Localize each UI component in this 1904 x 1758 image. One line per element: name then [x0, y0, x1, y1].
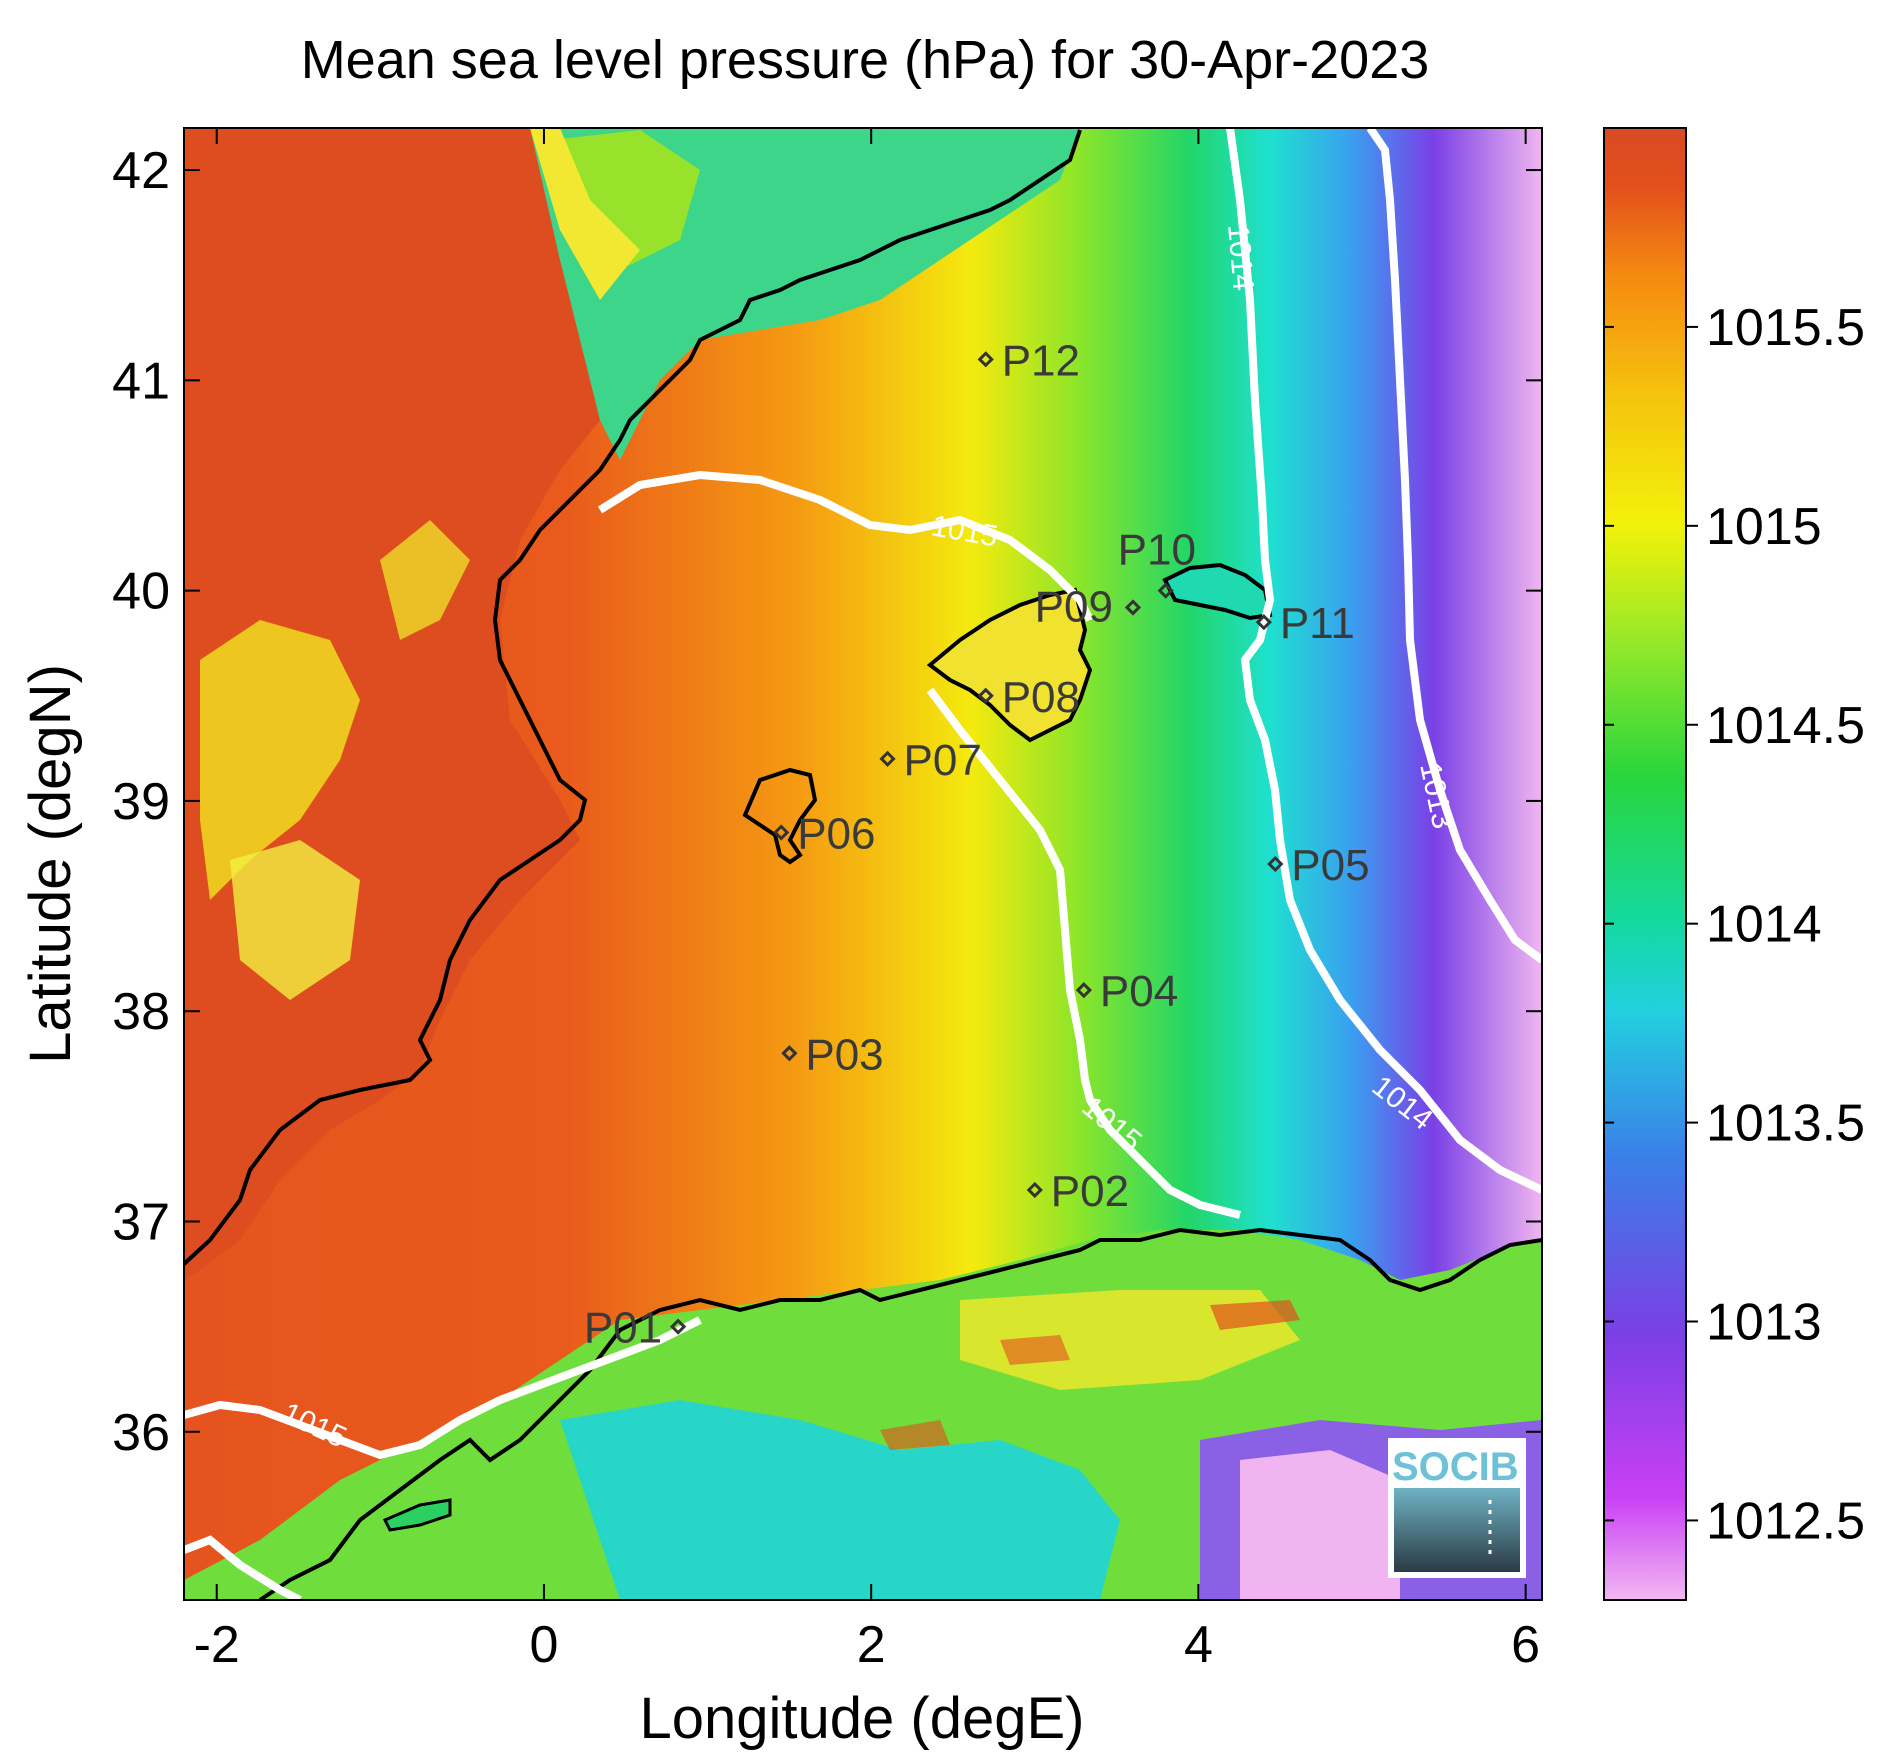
- colorbar-ticks: 1012.5 1013 1013.5 1014 1014.5 1015 1015.5: [1604, 299, 1865, 1550]
- station-marker: [1026, 1181, 1043, 1199]
- colorbar-tick-label: 1013.5: [1706, 1095, 1865, 1153]
- colorbar-tick-label: 1013: [1706, 1294, 1822, 1352]
- y-tick-label: 40: [112, 563, 170, 621]
- station-marker: [669, 1318, 687, 1335]
- contour-label-1014-a: 1014: [1221, 223, 1260, 292]
- station-marker: [1124, 599, 1142, 616]
- y-axis: 36 37 38 39 40 41 42: [112, 142, 1542, 1462]
- x-axis-title: Longitude (degE): [640, 1686, 1085, 1751]
- logo-text: SOCIB: [1392, 1445, 1519, 1489]
- x-axis: -2 0 2 4 6: [194, 128, 1540, 1674]
- island-mallorca: [926, 587, 1093, 743]
- station-label: P11: [1280, 599, 1355, 648]
- station-label: P02: [1051, 1167, 1129, 1216]
- pressure-field: 1015 1015 1015 1014 1014 1013 P01P02P03P…: [184, 128, 1542, 1600]
- station-marker: [977, 351, 994, 368]
- station-marker: [977, 687, 994, 704]
- contour-1013: [1366, 128, 1542, 964]
- chart-title: Mean sea level pressure (hPa) for 30-Apr…: [301, 30, 1430, 90]
- station-marker: [781, 1045, 798, 1062]
- station-label: P12: [1002, 336, 1080, 385]
- station-label: P03: [805, 1030, 883, 1079]
- y-tick-label: 41: [112, 352, 170, 410]
- station-label: P01: [584, 1304, 662, 1353]
- socib-logo: SOCIB: [1388, 1438, 1526, 1578]
- station-marker: [1157, 582, 1174, 599]
- colorbar-tick-label: 1015: [1706, 498, 1822, 556]
- colorbar-tick-label: 1015.5: [1706, 299, 1865, 357]
- station-marker: [879, 750, 896, 767]
- x-tick-label: 6: [1511, 1616, 1540, 1674]
- station-label: P09: [1035, 582, 1113, 631]
- y-tick-label: 39: [112, 773, 170, 831]
- x-tick-label: 2: [857, 1616, 886, 1674]
- station-marker: [773, 824, 790, 841]
- island-ibiza: [742, 767, 818, 865]
- station-label: P10: [1118, 526, 1196, 575]
- contour-1014: [1226, 128, 1542, 1194]
- x-tick-label: -2: [194, 1616, 240, 1674]
- y-tick-label: 42: [112, 142, 170, 200]
- y-axis-title: Latitude (degN): [18, 664, 83, 1064]
- contour-1015-north: [597, 470, 1094, 622]
- x-tick-label: 4: [1184, 1616, 1213, 1674]
- station-label: P05: [1291, 841, 1369, 890]
- station-label: P08: [1002, 673, 1080, 722]
- station-label: P06: [797, 809, 875, 858]
- y-tick-label: 37: [112, 1193, 170, 1251]
- colorbar-tick-label: 1012.5: [1706, 1492, 1865, 1550]
- x-tick-label: 0: [529, 1616, 558, 1674]
- contour-1015-africa: [184, 1316, 702, 1460]
- station-label: P04: [1100, 967, 1178, 1016]
- colorbar-tick-label: 1014.5: [1706, 697, 1865, 755]
- y-tick-label: 38: [112, 983, 170, 1041]
- contour-1015-south: [926, 687, 1241, 1219]
- colorbar-tick-label: 1014: [1706, 896, 1822, 954]
- coastline-iberia: [184, 129, 1082, 1266]
- plot-frame: [183, 127, 1543, 1601]
- y-tick-label: 36: [112, 1404, 170, 1462]
- colorbar: [1603, 127, 1687, 1601]
- station-marker: [1255, 614, 1272, 631]
- station-marker: [1075, 982, 1093, 999]
- coastline-north-africa: [258, 1227, 1542, 1600]
- station-label: P07: [904, 736, 982, 785]
- station-marker: [1267, 855, 1284, 873]
